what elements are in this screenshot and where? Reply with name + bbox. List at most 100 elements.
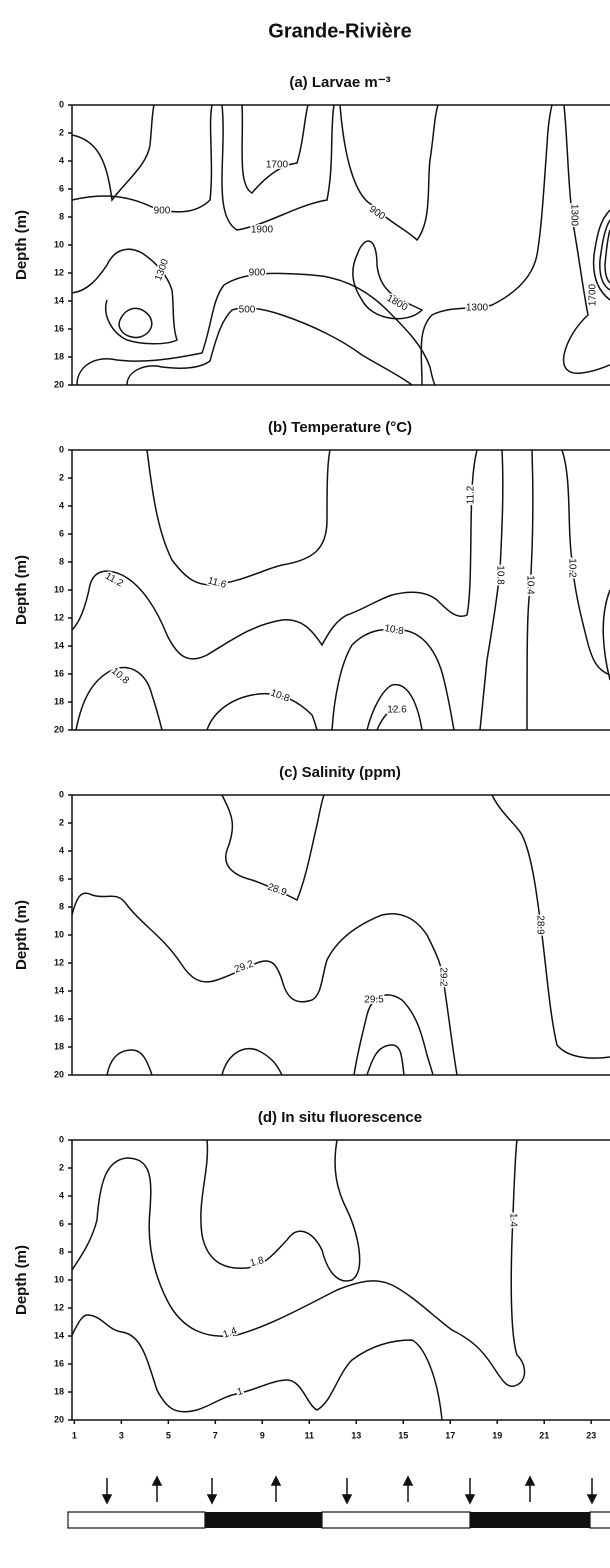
panel-title: (d) In situ fluorescence [258, 1109, 422, 1126]
y-tick-label: 14 [54, 640, 64, 650]
y-tick-label: 12 [54, 1302, 64, 1312]
contour-label: 11.6 [206, 575, 227, 591]
contour-label: 10.8 [269, 688, 291, 705]
arrow-up [151, 1475, 163, 1502]
y-tick-label: 18 [54, 1041, 64, 1051]
x-tick-label: 3 [119, 1430, 124, 1440]
x-tick-label: 13 [351, 1430, 361, 1440]
day-segment [67, 1511, 206, 1529]
contour-label: 11.2 [466, 485, 477, 504]
contour-line [366, 1044, 405, 1076]
y-tick-label: 8 [59, 211, 64, 221]
y-tick-label: 6 [59, 1218, 64, 1228]
y-tick-label: 20 [54, 379, 64, 389]
y-axis-label: Depth (m) [13, 555, 30, 625]
contour-label: 900 [249, 268, 266, 279]
y-tick-label: 18 [54, 696, 64, 706]
light-bar [67, 1511, 610, 1529]
y-tick-label: 12 [54, 612, 64, 622]
contour-label: 10.2 [566, 558, 577, 578]
contour-label: 1.4 [222, 1325, 239, 1340]
y-tick-label: 20 [54, 1069, 64, 1079]
panel-title: (b) Temperature (°C) [268, 419, 412, 436]
y-tick-label: 0 [59, 444, 64, 454]
contour-line [376, 707, 398, 731]
contour-label: 900 [367, 204, 387, 223]
contour-line [118, 307, 153, 339]
y-tick-label: 18 [54, 1386, 64, 1396]
contour-label: 1.8 [249, 1255, 266, 1269]
contour-panel: 1.8 1.4 1 1.4 [71, 1139, 526, 1421]
contour-line [420, 104, 553, 386]
contour-line [221, 104, 335, 231]
x-tick-label: 9 [260, 1430, 265, 1440]
arrow-down [101, 1478, 113, 1505]
arrow-up [402, 1475, 414, 1502]
contour-line [71, 104, 155, 202]
x-tick-label: 17 [445, 1430, 455, 1440]
contour-line [76, 272, 436, 386]
arrow-down [586, 1478, 598, 1505]
contour-line [71, 449, 478, 660]
contour-label: 29.5 [364, 995, 384, 1006]
panel-title: (a) Larvae m⁻³ [289, 74, 390, 91]
contour-line [106, 1049, 153, 1076]
contour-label: 10.8 [109, 666, 131, 687]
y-tick-label: 10 [54, 239, 64, 249]
contour-line [604, 229, 610, 284]
y-tick-label: 2 [59, 1162, 64, 1172]
figure-title: Grande-Rivière [268, 20, 411, 42]
y-tick-label: 0 [59, 99, 64, 109]
y-tick-label: 18 [54, 351, 64, 361]
y-axis-label: Depth (m) [13, 210, 30, 280]
x-tick-label: 19 [492, 1430, 502, 1440]
contour-line [339, 104, 439, 242]
x-tick-label: 21 [539, 1430, 549, 1440]
y-tick-label: 6 [59, 528, 64, 538]
contour-panel: 1700 900 1900 900 1800 1300 900 500 1300… [71, 104, 610, 386]
y-tick-label: 4 [59, 845, 64, 855]
contour-line [71, 1139, 526, 1387]
contour-line [491, 794, 610, 1059]
x-tick-label: 23 [586, 1430, 596, 1440]
y-tick-label: 4 [59, 155, 64, 165]
contour-line [353, 994, 434, 1076]
y-tick-label: 14 [54, 985, 64, 995]
contour-line [479, 449, 504, 731]
contour-label: 28.9 [266, 882, 288, 899]
y-tick-label: 8 [59, 1246, 64, 1256]
tide-arrows [101, 1475, 598, 1505]
contour-line [71, 248, 178, 345]
y-tick-label: 14 [54, 1330, 64, 1340]
y-tick-label: 0 [59, 789, 64, 799]
y-tick-label: 0 [59, 1134, 64, 1144]
contour-line [71, 892, 458, 1076]
y-tick-label: 10 [54, 929, 64, 939]
contour-label: 10.8 [383, 623, 405, 637]
contour-line [71, 1314, 443, 1421]
y-tick-label: 6 [59, 183, 64, 193]
contour-label: 1.4 [507, 1213, 518, 1227]
contour-line [599, 219, 610, 291]
y-tick-label: 16 [54, 668, 64, 678]
arrow-down [464, 1478, 476, 1505]
arrow-down [206, 1478, 218, 1505]
contour-label: 29.2 [437, 967, 448, 987]
contour-line [206, 693, 318, 731]
y-tick-label: 6 [59, 873, 64, 883]
day-segment [589, 1511, 610, 1529]
contour-line [241, 104, 309, 194]
contour-line [561, 449, 610, 676]
y-tick-label: 8 [59, 556, 64, 566]
contour-label: 10.8 [494, 565, 505, 585]
night-segment [205, 1512, 322, 1528]
contour-label: 11.2 [103, 571, 125, 590]
contour-line [200, 1139, 361, 1282]
y-tick-label: 20 [54, 1414, 64, 1424]
contour-line [71, 104, 213, 213]
x-tick-label: 5 [166, 1430, 171, 1440]
contour-panel: 11.2 11.6 11.2 10.8 10.8 10.8 12.6 10.8 … [71, 449, 610, 731]
y-axis-label: Depth (m) [13, 900, 30, 970]
contour-line [366, 684, 423, 731]
